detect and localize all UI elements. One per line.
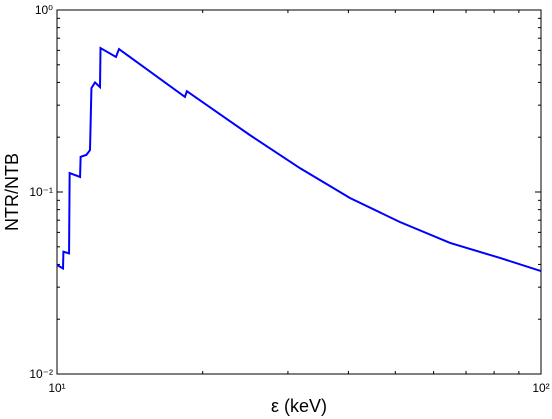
plot-frame xyxy=(56,9,542,375)
y-axis-label: NTR/NTB xyxy=(2,153,22,231)
data-line xyxy=(56,46,542,272)
x-axis-label: ε (keV) xyxy=(271,396,327,416)
x-tick-label: 10¹ xyxy=(48,381,65,395)
y-tick-label: 10⁻¹ xyxy=(29,185,53,199)
y-tick-label: 10⁰ xyxy=(35,3,53,17)
y-tick-label: 10⁻² xyxy=(29,367,53,381)
x-tick-label: 10² xyxy=(532,381,549,395)
